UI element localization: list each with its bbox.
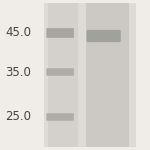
Text: 25.0: 25.0 <box>5 111 31 123</box>
FancyBboxPatch shape <box>48 3 78 147</box>
FancyBboxPatch shape <box>46 113 74 121</box>
FancyBboxPatch shape <box>46 28 74 38</box>
Text: 35.0: 35.0 <box>5 66 31 78</box>
FancyBboxPatch shape <box>46 68 74 76</box>
FancyBboxPatch shape <box>85 3 129 147</box>
FancyBboxPatch shape <box>44 3 135 147</box>
FancyBboxPatch shape <box>87 30 121 42</box>
Text: 45.0: 45.0 <box>5 27 31 39</box>
